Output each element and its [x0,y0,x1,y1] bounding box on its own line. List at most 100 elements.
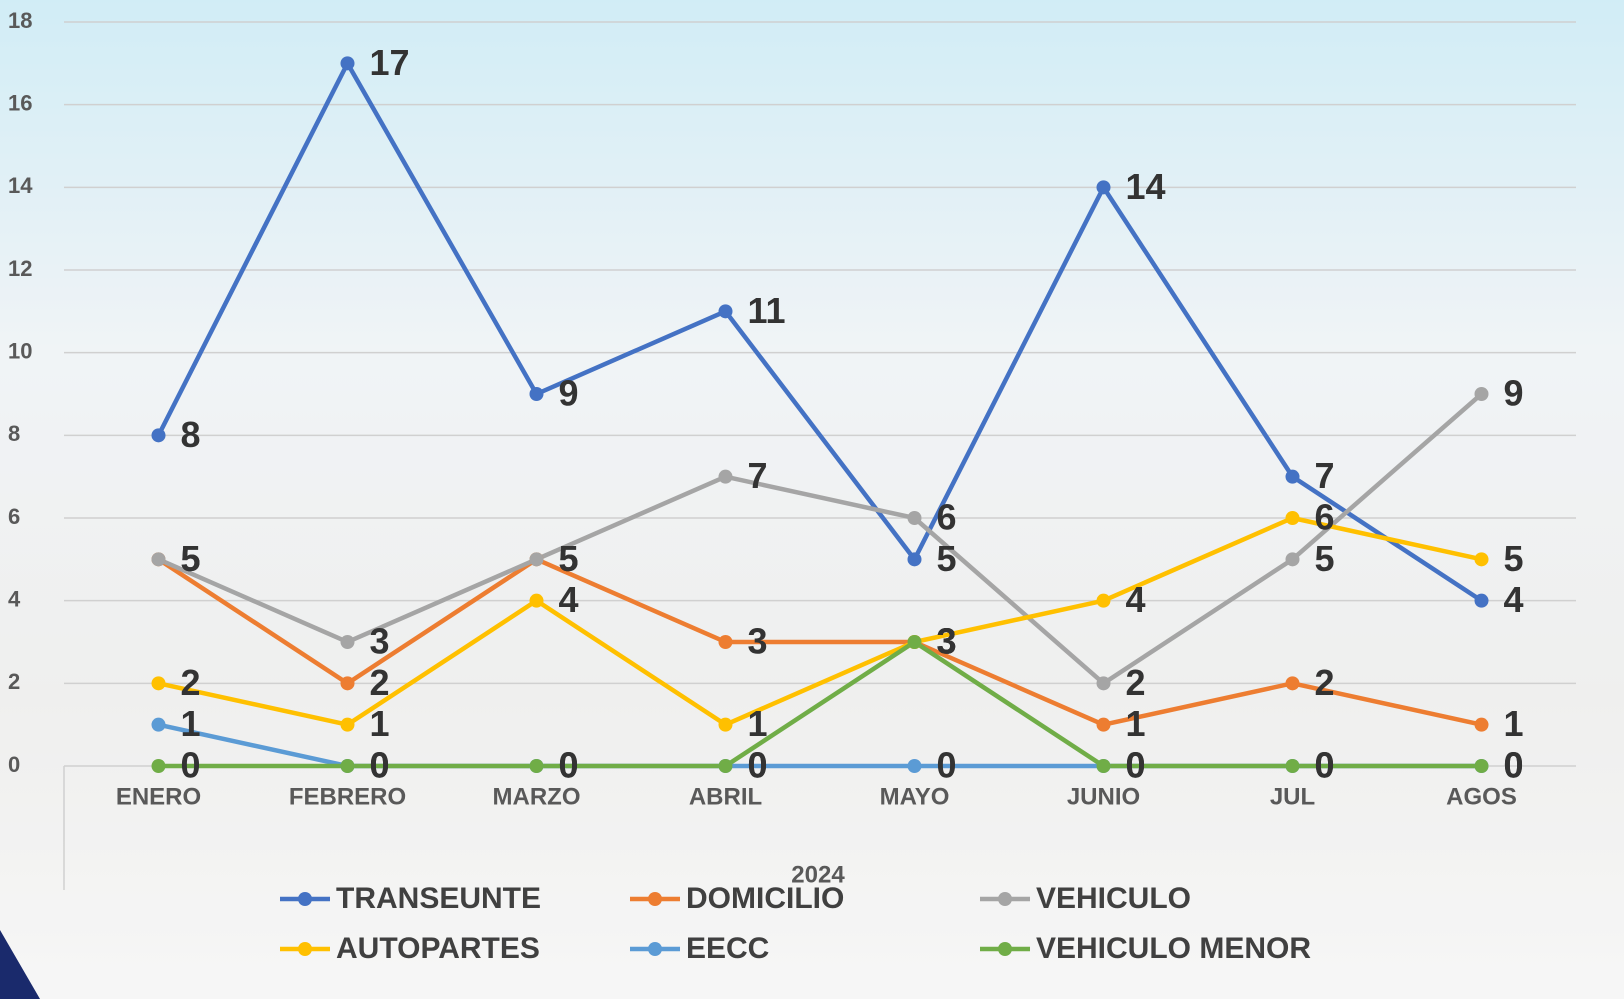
data-point [151,676,166,691]
data-label: 3 [937,621,957,662]
legend-marker [298,892,312,906]
data-label: 0 [748,745,768,786]
data-point [907,759,922,773]
data-label: 5 [1504,538,1524,579]
x-axis-title: 2024 [791,861,845,888]
series-line [157,557,1482,727]
data-label: 3 [748,621,768,662]
y-tick-label: 10 [8,338,32,363]
data-label: 9 [559,373,579,414]
x-tick-label: ABRIL [689,783,762,810]
data-point [340,676,355,691]
data-label: 3 [937,621,957,662]
x-tick-label: MARZO [493,783,581,810]
data-label: 1 [1504,703,1524,744]
data-label: 2 [1126,662,1146,703]
data-label: 0 [1315,745,1335,786]
data-point [1474,717,1489,732]
data-label: 0 [181,745,201,786]
data-point [1096,593,1111,608]
data-label: 0 [1504,745,1524,786]
data-point [1285,759,1300,773]
data-label: 5 [1315,538,1335,579]
data-point [1096,676,1111,691]
legend-marker [648,942,662,956]
legend-label: AUTOPARTES [336,932,540,965]
y-tick-label: 14 [8,173,33,198]
data-label: 6 [937,497,957,538]
legend-label: VEHICULO MENOR [1036,932,1311,965]
data-label: 0 [1504,745,1524,786]
data-label: 0 [559,745,579,786]
data-point [151,759,166,773]
data-point [529,552,544,567]
data-label: 9 [1504,373,1524,414]
data-label: 1 [1126,703,1146,744]
series-line [158,639,1482,769]
y-tick-label: 12 [8,256,32,281]
data-point [151,428,166,443]
legend-marker [998,892,1012,906]
data-label: 14 [1126,166,1166,207]
data-point [718,717,733,732]
data-point [1474,552,1489,567]
data-point [1474,593,1489,608]
data-label: 2 [1315,662,1335,703]
data-point [340,759,355,773]
data-label: 4 [559,579,579,620]
data-label: 2 [370,662,390,703]
data-point [1096,717,1111,732]
y-tick-label: 16 [8,90,32,115]
data-label: 5 [559,538,579,579]
data-point [1474,759,1489,773]
data-point [718,469,733,484]
data-point [529,593,544,608]
data-label: 1 [370,703,390,744]
legend-label: TRANSEUNTE [336,882,541,915]
data-point [1285,469,1300,484]
data-label: 0 [748,745,768,786]
data-point [1285,552,1300,567]
legend-marker [998,942,1012,956]
data-label: 17 [370,42,410,83]
data-point [340,635,355,649]
data-label: 5 [181,538,201,579]
legend-label: DOMICILIO [686,882,844,915]
data-label: 11 [748,290,786,331]
series-line [157,392,1483,686]
corner-decoration [0,930,40,999]
series-line [158,515,1482,727]
data-point [151,552,166,567]
data-label: 2 [181,662,201,703]
data-label: 3 [370,621,390,662]
data-point [907,552,922,567]
data-label: 8 [181,414,201,455]
y-tick-label: 6 [8,504,20,529]
data-label: 0 [1315,745,1335,786]
data-point [907,511,922,525]
data-point [1096,180,1111,195]
y-tick-label: 4 [8,586,21,611]
data-point [718,635,733,649]
data-label: 5 [181,538,201,579]
data-point [718,304,733,319]
series-line [156,61,1483,603]
data-point [529,759,544,773]
data-label: 1 [748,703,768,744]
data-point [340,717,355,732]
y-tick-label: 2 [8,669,20,694]
data-label: 0 [937,745,957,786]
data-label: 5 [937,538,957,579]
data-label: 5 [559,538,579,579]
data-label: 0 [1126,745,1146,786]
data-label: 0 [559,745,579,786]
legend-marker [648,892,662,906]
y-tick-label: 0 [8,752,20,777]
y-tick-label: 8 [8,421,20,446]
data-label: 4 [1504,579,1524,620]
data-point [1096,759,1111,773]
x-tick-label: JUNIO [1067,783,1140,810]
data-point [718,759,733,773]
